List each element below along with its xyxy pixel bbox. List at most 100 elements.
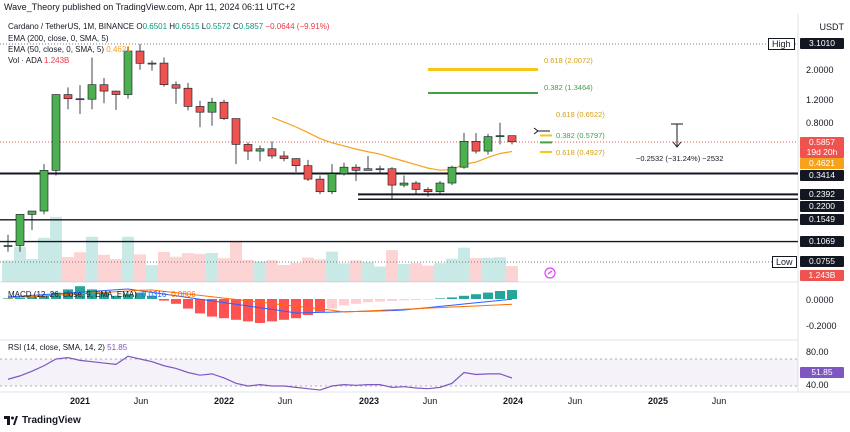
macd-line [7,288,513,314]
macd-bar [291,299,301,319]
ema50-line [271,116,513,171]
candle-down [99,84,109,92]
ema-price-tag: 0.4621 [800,158,844,169]
candle-down [171,84,181,89]
ohlc-low-label: L [201,22,207,31]
ema50-label[interactable]: EMA (50, close, 0, SMA, 5) [8,45,105,54]
volume-bar [206,252,218,282]
macd-legend[interactable]: MACD (12, 26, close, 9, EMA, EMA) -0.031… [8,290,196,300]
macd-bar [447,297,457,299]
level-tag-1: 0.3414 [800,170,844,181]
publish-banner: Wave_Theory published on TradingView.com… [0,0,850,14]
macd-bar [399,299,409,301]
candle-down [159,62,169,85]
symbol-title[interactable]: Cardano / TetherUS, 1M, BINANCE [8,22,135,31]
volume-label[interactable]: Vol · ADA [8,56,42,65]
candle-up [399,182,409,186]
candle-down [351,166,361,171]
candle-down [231,118,241,145]
ema200-label[interactable]: EMA (200, close, 0, SMA, 5) [8,34,109,43]
macd-bar [339,299,349,306]
axis-tick-2: 1.2000 [806,95,834,105]
candles [3,44,517,252]
rsi-tick-1: 80.00 [806,347,829,357]
candle-down [291,158,301,166]
fib-label-2: 0.382 (1.3464) [544,83,593,92]
publish-text: Wave_Theory published on TradingView.com… [4,2,296,12]
currency-label[interactable]: USDT [819,22,845,32]
time-label-jun24: Jun [567,396,583,406]
candle-up [39,170,49,212]
volume-bar [374,266,386,282]
fib-label-1: 0.618 (2.0072) [544,56,593,65]
volume-bar [110,258,122,282]
candle-down [423,189,433,193]
macd-bar [3,298,13,299]
volume-bar [2,260,14,282]
volume-tag: 1.243B [800,270,844,281]
volume-bar [470,258,482,282]
fib-label-3: 0.618 (0.6522) [556,110,605,119]
candle-up [327,173,337,193]
volume-bar [194,253,206,282]
candle-up [495,135,505,137]
macd-bar [471,294,481,299]
ema50-legend[interactable]: EMA (50, close, 0, SMA, 5) 0.4621 [8,45,131,55]
low-label: Low [772,256,797,268]
candle-down [387,168,397,186]
level-tag-3: 0.2200 [800,201,844,212]
candle-up [87,84,97,100]
candle-down [315,178,325,193]
macd-bar [507,290,517,299]
candle-up [483,136,493,152]
macd-bar [171,299,181,304]
volume-bar [14,246,26,282]
macd-bar [147,295,157,299]
level-tag-5: 0.1069 [800,236,844,247]
candle-up [447,166,457,184]
volume-bar [182,253,194,282]
macd-bar [123,294,133,299]
volume-bar [266,260,278,282]
macd-bar [15,298,25,299]
macd-bar [423,299,433,300]
volume-bar [146,265,158,282]
axis-tick-1: 2.0000 [806,65,834,75]
macd-bar [279,299,289,320]
rsi-legend[interactable]: RSI (14, close, SMA, 14, 2) 51.85 [8,343,127,353]
macd-value-2: -0.0806 [168,290,196,299]
tradingview-logo[interactable]: TradingView [4,415,81,426]
symbol-legend[interactable]: Cardano / TetherUS, 1M, BINANCE O0.6501 … [8,22,329,32]
ema50-value: 0.4621 [106,45,131,54]
candle-up [123,50,133,95]
level-tag-4: 0.1549 [800,214,844,225]
macd-label[interactable]: MACD (12, 26, close, 9, EMA, EMA) [8,290,137,299]
candle-down [111,90,121,95]
candle-down [507,135,517,143]
macd-bar [27,297,37,299]
macd-bar [183,299,193,309]
volume-bar [242,260,254,282]
volume-bar [122,236,134,282]
macd-bar [219,299,229,319]
macd-bar [327,299,337,309]
macd-bar [99,292,109,299]
volume-value: 1.243B [44,56,70,65]
time-label-2021: 2021 [69,396,91,406]
volume-bar [50,216,62,282]
ohlc-high-label: H [169,22,176,31]
macd-tick-1: 0.0000 [806,295,834,305]
candle-down [303,165,313,180]
candle-up [27,210,37,215]
rsi-label[interactable]: RSI (14, close, SMA, 14, 2) [8,343,105,352]
ohlc-open-label: O [136,22,143,31]
volume-legend[interactable]: Vol · ADA 1.243B [8,56,69,66]
axis-tick-3: 0.8000 [806,118,834,128]
time-label-jun23: Jun [422,396,438,406]
ema200-legend[interactable]: EMA (200, close, 0, SMA, 5) [8,34,108,44]
candle-up [147,62,157,65]
candle-up [375,168,385,171]
candle-up [51,94,61,171]
candle-up [207,101,217,113]
